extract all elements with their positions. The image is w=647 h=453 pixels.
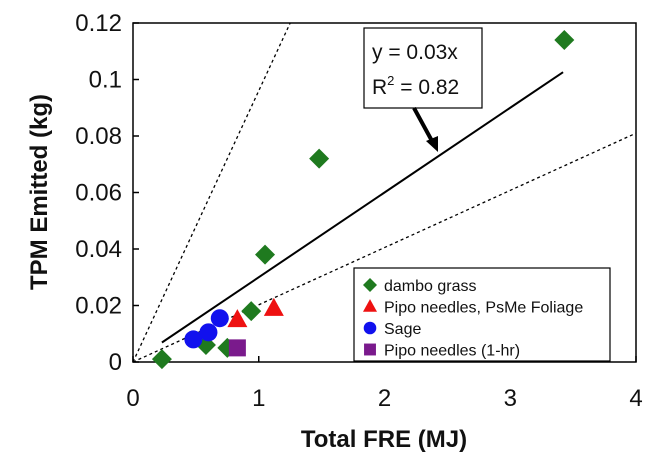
legend-marker-diamond bbox=[363, 278, 377, 292]
x-axis-title: Total FRE (MJ) bbox=[301, 426, 467, 453]
x-tick-label: 0 bbox=[126, 385, 139, 412]
legend-label: Sage bbox=[384, 321, 421, 338]
annotation-arrow-shaft bbox=[412, 107, 434, 142]
data-point-diamond bbox=[309, 148, 330, 169]
x-tick-label: 2 bbox=[378, 385, 391, 412]
legend-label: Pipo needles, PsMe Foliage bbox=[384, 300, 583, 317]
data-point-diamond bbox=[241, 301, 262, 322]
annotation-arrow-head bbox=[426, 136, 438, 152]
equation-text: y = 0.03x bbox=[372, 41, 458, 64]
y-tick-label: 0 bbox=[109, 349, 122, 376]
data-point-circle bbox=[184, 330, 203, 349]
x-tick-label: 4 bbox=[629, 385, 642, 412]
y-tick-label: 0.08 bbox=[75, 123, 122, 150]
data-point-diamond bbox=[255, 244, 276, 265]
r-squared-base: R bbox=[372, 76, 387, 99]
y-tick-label: 0.02 bbox=[75, 293, 122, 320]
legend-marker-square bbox=[364, 343, 376, 356]
legend: dambo grass Pipo needles, PsMe Foliage Sag… bbox=[353, 267, 611, 362]
data-point-diamond bbox=[151, 349, 172, 370]
y-tick-label: 0.1 bbox=[89, 67, 122, 94]
data-points bbox=[151, 29, 575, 370]
r-squared-exponent: 2 bbox=[387, 73, 394, 88]
bound-line bbox=[132, 22, 291, 363]
legend-entries: dambo grass Pipo needles, PsMe Foliage Sag… bbox=[363, 278, 583, 360]
equation-box bbox=[363, 27, 483, 109]
r-squared-text: R2 = 0.82 bbox=[372, 73, 459, 99]
legend-marker-circle bbox=[363, 321, 377, 335]
x-tick-label: 3 bbox=[504, 385, 517, 412]
data-point-circle bbox=[199, 323, 218, 342]
data-point-triangle bbox=[227, 309, 248, 328]
legend-label: Pipo needles (1-hr) bbox=[384, 343, 520, 360]
legend-box bbox=[353, 267, 611, 362]
data-point-circle bbox=[210, 309, 229, 328]
regression-line bbox=[161, 71, 564, 344]
legend-marker-triangle bbox=[363, 299, 377, 312]
data-point-triangle bbox=[263, 297, 284, 316]
r-squared-value: = 0.82 bbox=[394, 76, 459, 99]
data-point-diamond bbox=[554, 29, 575, 50]
data-point-square bbox=[228, 339, 246, 357]
legend-label: dambo grass bbox=[384, 278, 477, 295]
y-tick-label: 0.12 bbox=[75, 10, 122, 37]
y-tick-label: 0.04 bbox=[75, 236, 122, 263]
x-tick-label: 1 bbox=[252, 385, 265, 412]
y-axis-title: TPM Emitted (kg) bbox=[26, 94, 53, 290]
y-tick-label: 0.06 bbox=[75, 180, 122, 207]
fit-annotation: y = 0.03x R2 = 0.82 bbox=[363, 27, 483, 152]
axis-ticks: 0 1 2 3 4 0 0.02 0.04 0.06 0.08 0.1 0.12 bbox=[75, 10, 642, 412]
